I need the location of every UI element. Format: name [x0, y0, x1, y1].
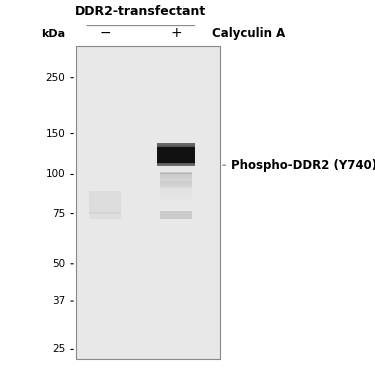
FancyBboxPatch shape — [160, 194, 192, 195]
FancyBboxPatch shape — [158, 144, 195, 145]
FancyBboxPatch shape — [160, 178, 192, 180]
FancyBboxPatch shape — [160, 177, 192, 178]
FancyBboxPatch shape — [160, 183, 192, 185]
FancyBboxPatch shape — [160, 189, 192, 190]
Text: −: − — [100, 26, 111, 40]
FancyBboxPatch shape — [158, 163, 195, 164]
FancyBboxPatch shape — [158, 152, 195, 153]
FancyBboxPatch shape — [160, 192, 192, 193]
FancyBboxPatch shape — [158, 153, 195, 154]
FancyBboxPatch shape — [158, 145, 195, 146]
FancyBboxPatch shape — [158, 153, 195, 154]
FancyBboxPatch shape — [160, 182, 192, 183]
Text: 150: 150 — [46, 129, 65, 138]
FancyBboxPatch shape — [158, 157, 195, 158]
FancyBboxPatch shape — [158, 147, 195, 163]
FancyBboxPatch shape — [158, 146, 195, 147]
FancyBboxPatch shape — [160, 187, 192, 188]
FancyBboxPatch shape — [158, 161, 195, 162]
Text: 37: 37 — [52, 296, 65, 306]
FancyBboxPatch shape — [158, 155, 195, 156]
FancyBboxPatch shape — [160, 173, 192, 174]
Text: 250: 250 — [46, 73, 65, 83]
FancyBboxPatch shape — [158, 158, 195, 159]
FancyBboxPatch shape — [160, 174, 192, 176]
Text: Calyculin A: Calyculin A — [212, 27, 285, 39]
FancyBboxPatch shape — [160, 176, 192, 177]
FancyBboxPatch shape — [160, 211, 192, 219]
FancyBboxPatch shape — [160, 186, 192, 188]
FancyBboxPatch shape — [160, 180, 192, 181]
Text: Phospho-DDR2 (Y740): Phospho-DDR2 (Y740) — [231, 159, 375, 172]
FancyBboxPatch shape — [158, 152, 195, 153]
Text: 75: 75 — [52, 209, 65, 219]
FancyBboxPatch shape — [158, 161, 195, 162]
Text: DDR2-transfectant: DDR2-transfectant — [75, 5, 206, 18]
FancyBboxPatch shape — [160, 185, 192, 187]
Text: +: + — [170, 26, 182, 40]
FancyBboxPatch shape — [160, 180, 192, 182]
FancyBboxPatch shape — [160, 178, 192, 179]
FancyBboxPatch shape — [158, 154, 195, 155]
FancyBboxPatch shape — [160, 193, 192, 194]
FancyBboxPatch shape — [158, 151, 195, 152]
Text: 50: 50 — [52, 259, 65, 269]
FancyBboxPatch shape — [158, 148, 195, 149]
FancyBboxPatch shape — [158, 162, 195, 163]
Text: kDa: kDa — [41, 28, 65, 39]
Text: 25: 25 — [52, 344, 65, 354]
FancyBboxPatch shape — [158, 156, 195, 157]
FancyBboxPatch shape — [160, 172, 192, 174]
FancyBboxPatch shape — [160, 190, 192, 191]
FancyBboxPatch shape — [158, 149, 195, 150]
FancyBboxPatch shape — [160, 182, 192, 184]
FancyBboxPatch shape — [160, 195, 192, 197]
FancyBboxPatch shape — [160, 175, 192, 176]
Text: 100: 100 — [46, 170, 65, 180]
FancyBboxPatch shape — [160, 191, 192, 192]
FancyBboxPatch shape — [158, 151, 195, 152]
FancyBboxPatch shape — [160, 184, 192, 186]
FancyBboxPatch shape — [158, 164, 195, 165]
FancyBboxPatch shape — [158, 147, 195, 148]
FancyBboxPatch shape — [158, 162, 195, 163]
FancyBboxPatch shape — [158, 160, 195, 161]
FancyBboxPatch shape — [158, 165, 195, 166]
FancyBboxPatch shape — [158, 154, 195, 155]
FancyBboxPatch shape — [89, 191, 122, 214]
FancyBboxPatch shape — [89, 213, 122, 219]
FancyBboxPatch shape — [158, 150, 195, 151]
FancyBboxPatch shape — [76, 46, 220, 359]
FancyBboxPatch shape — [160, 188, 192, 189]
FancyBboxPatch shape — [158, 159, 195, 160]
FancyBboxPatch shape — [160, 195, 192, 196]
